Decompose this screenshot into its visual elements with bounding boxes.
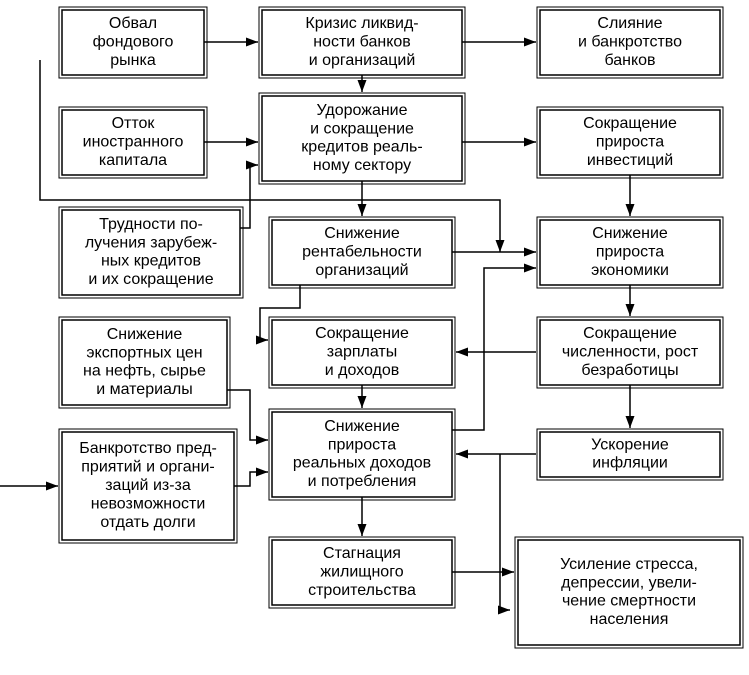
node-n8: Снижениерентабельностиорганизаций bbox=[269, 217, 455, 288]
edge bbox=[234, 472, 268, 486]
node-n1: Обвалфондовогорынка bbox=[59, 7, 207, 78]
node-n5: Удорожаниеи сокращениекредитов реаль-ном… bbox=[259, 93, 465, 184]
node-n4: Оттокиностранногокапитала bbox=[59, 107, 207, 178]
node-n3: Слияниеи банкротствобанков bbox=[537, 7, 723, 78]
node-n7: Трудности по-лучения зарубеж-ных кредито… bbox=[59, 207, 243, 298]
node-n9: Снижениеприростаэкономики bbox=[537, 217, 723, 288]
edge bbox=[500, 454, 510, 610]
node-n16: Стагнацияжилищногостроительства bbox=[269, 537, 455, 608]
node-label: Сокращениеприростаинвестиций bbox=[583, 115, 677, 169]
edge bbox=[452, 268, 536, 430]
node-label: Удорожаниеи сокращениекредитов реаль-ном… bbox=[301, 102, 422, 174]
node-n10: Снижениеэкспортных ценна нефть, сырьеи м… bbox=[59, 317, 230, 408]
node-n14: Снижениеприростареальных доходови потреб… bbox=[269, 409, 455, 500]
node-n6: Сокращениеприростаинвестиций bbox=[537, 107, 723, 178]
node-label: Кризис ликвид-ности банкови организаций bbox=[305, 15, 418, 69]
node-n15: Ускорениеинфляции bbox=[537, 429, 723, 480]
node-label: Снижениеприростаэкономики bbox=[591, 225, 669, 279]
flowchart-canvas: Обвалфондовогорынка Кризис ликвид-ности б… bbox=[0, 0, 749, 675]
node-n13: Банкротство пред-приятий и органи-заций … bbox=[59, 429, 237, 543]
node-n11: Сокращениезарплатыи доходов bbox=[269, 317, 455, 388]
node-label: Трудности по-лучения зарубеж-ных кредито… bbox=[85, 216, 217, 288]
node-label: Ускорениеинфляции bbox=[591, 437, 669, 472]
node-n12: Сокращениечисленности, ростбезработицы bbox=[537, 317, 723, 388]
node-label: Сокращениезарплатыи доходов bbox=[315, 325, 409, 379]
node-n2: Кризис ликвид-ности банкови организаций bbox=[259, 7, 465, 78]
node-n17: Усиление стресса,депрессии, увели-чение … bbox=[515, 537, 743, 648]
nodes-layer: Обвалфондовогорынка Кризис ликвид-ности б… bbox=[59, 7, 743, 648]
node-label: Стагнацияжилищногостроительства bbox=[308, 545, 416, 599]
